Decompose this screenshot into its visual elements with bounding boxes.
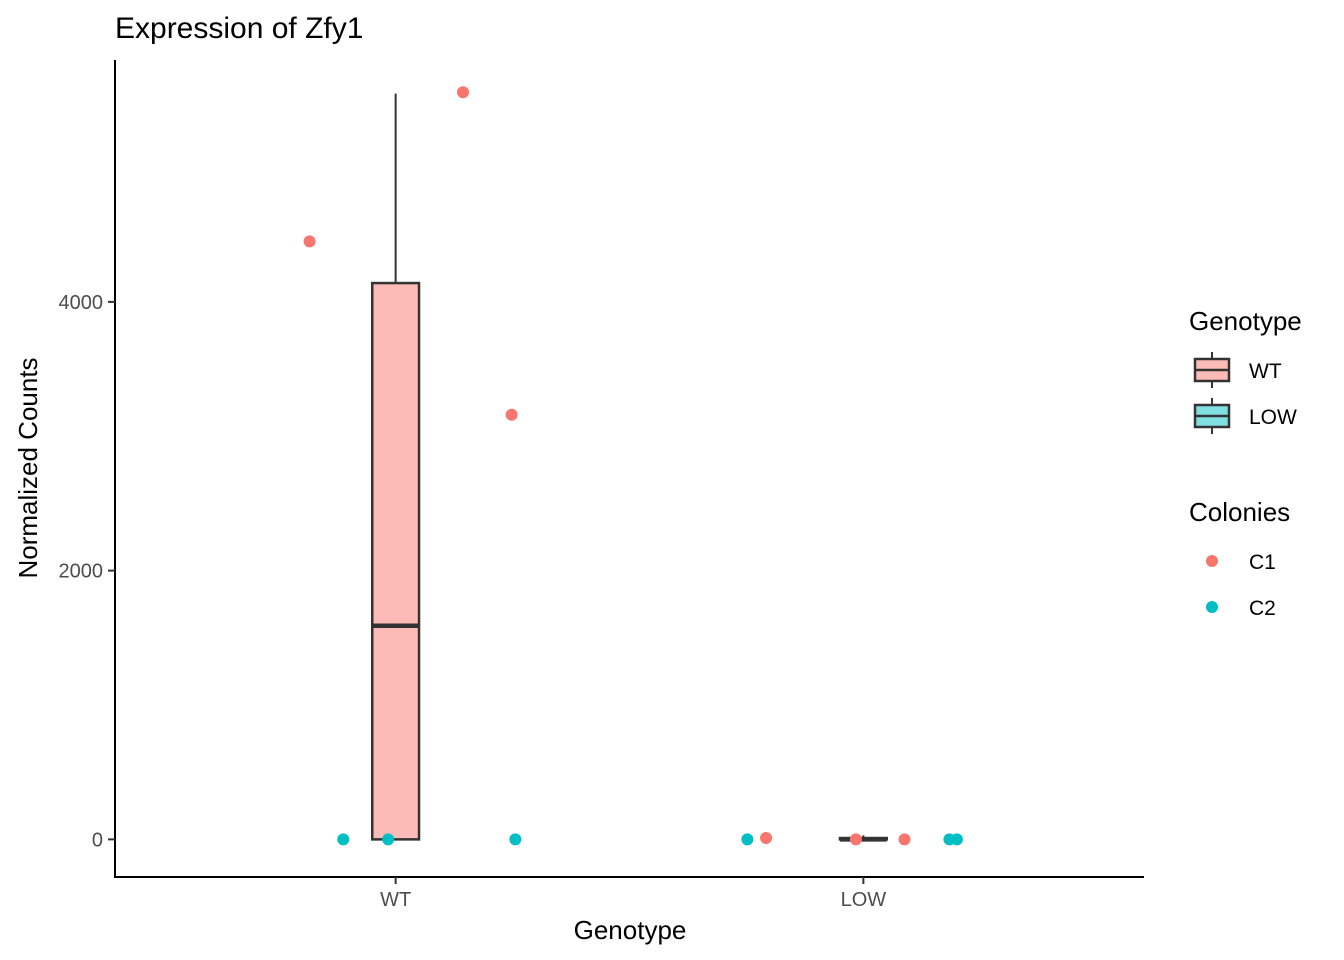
legend-label: WT bbox=[1249, 360, 1282, 383]
legend-item-c2: C2 bbox=[1206, 597, 1276, 620]
data-point-c1 bbox=[303, 235, 316, 248]
box-wt bbox=[371, 93, 421, 841]
x-tick-label: LOW bbox=[841, 889, 887, 911]
data-point-c2 bbox=[337, 833, 350, 846]
legend-label: LOW bbox=[1249, 406, 1297, 429]
y-tick-label: 4000 bbox=[59, 292, 104, 314]
legend: Genotype WT LOW Colonies C1 C2 bbox=[1189, 306, 1302, 620]
legend-colonies: Colonies C1 C2 bbox=[1189, 497, 1290, 620]
legend-item-low: LOW bbox=[1193, 398, 1297, 434]
legend-title: Colonies bbox=[1189, 497, 1290, 527]
plot-area bbox=[303, 86, 963, 846]
axes: 0 2000 4000 WT LOW bbox=[59, 292, 887, 911]
legend-genotype: Genotype WT LOW bbox=[1189, 306, 1302, 434]
box-body bbox=[371, 281, 421, 841]
data-point-c2 bbox=[741, 833, 754, 846]
legend-key-point bbox=[1206, 555, 1218, 567]
data-point-c1 bbox=[849, 833, 862, 846]
legend-label: C1 bbox=[1249, 551, 1276, 574]
data-point-c1 bbox=[898, 833, 911, 846]
data-point-c1 bbox=[456, 86, 469, 99]
data-point-c2 bbox=[509, 833, 522, 846]
data-point-c1 bbox=[505, 408, 518, 421]
y-tick-label: 2000 bbox=[59, 561, 104, 583]
data-point-c1 bbox=[760, 832, 773, 845]
box-low bbox=[838, 835, 889, 842]
chart-title: Expression of Zfy1 bbox=[115, 12, 363, 45]
x-tick-label: WT bbox=[380, 889, 411, 911]
legend-label: C2 bbox=[1249, 597, 1276, 620]
data-point-c2 bbox=[950, 833, 963, 846]
y-tick-label: 0 bbox=[92, 829, 103, 851]
legend-key-point bbox=[1206, 601, 1218, 613]
y-axis-title: Normalized Counts bbox=[13, 357, 43, 578]
x-axis-title: Genotype bbox=[574, 915, 687, 945]
legend-item-c1: C1 bbox=[1206, 551, 1276, 574]
legend-title: Genotype bbox=[1189, 306, 1302, 336]
data-point-c2 bbox=[382, 833, 395, 846]
legend-item-wt: WT bbox=[1193, 352, 1282, 388]
